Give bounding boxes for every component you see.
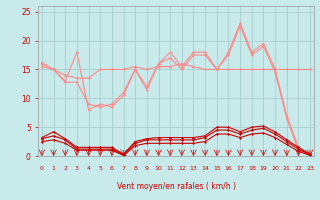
X-axis label: Vent moyen/en rafales ( km/h ): Vent moyen/en rafales ( km/h ) [116, 182, 236, 191]
